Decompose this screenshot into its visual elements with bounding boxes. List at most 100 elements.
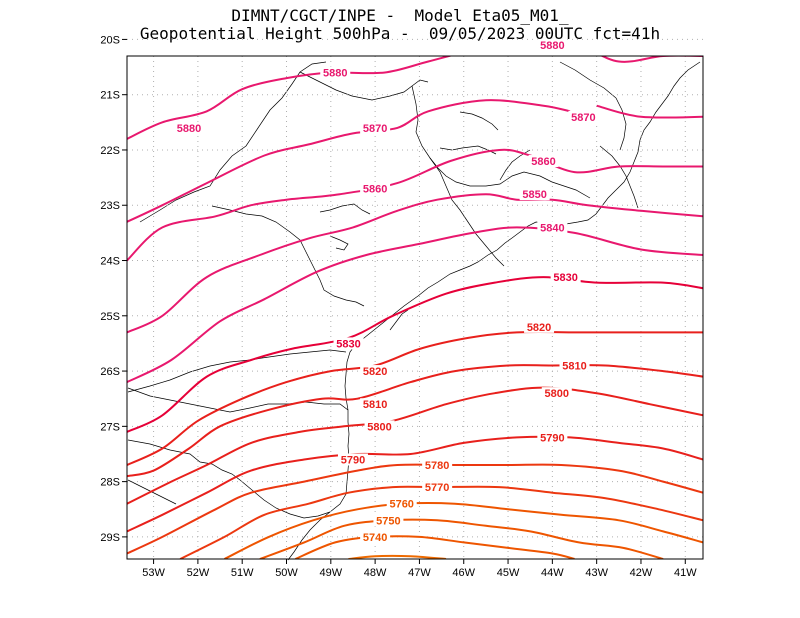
contour-5790 [127,435,703,533]
x-axis-ticks: 53W 52W 51W 50W 49W 48W 47W 46W 45W 44W 43W 42W 41W [142,559,697,579]
y-tick-label: 26S [100,366,120,378]
coastline [287,237,513,561]
contour-label-5740: 5740 [363,532,387,544]
state-border [329,235,349,251]
contour-label-5800: 5800 [545,388,569,400]
contour-label-5860: 5860 [531,156,555,168]
contour-5780 [127,463,703,555]
contour-label-bg [320,66,351,79]
contour-label-bg [537,221,568,234]
x-tick-label: 50W [275,567,298,579]
chart-title-line-2: Geopotential Height 500hPa - 09/05/2023 … [139,24,661,43]
contour-label-5760: 5760 [389,499,413,511]
contour-5880 [127,26,180,45]
x-tick-label: 44W [541,567,564,579]
state-border [299,71,429,101]
contour-5760 [224,502,703,559]
contour-5850 [127,193,703,334]
y-tick-label: 29S [100,532,120,544]
contour-label-bg [519,188,550,201]
y-axis-ticks: 20S 21S 22S 23S 24S 25S 26S 27S 28S 29S [100,34,127,544]
x-tick-label: 52W [187,567,210,579]
state-border [411,85,591,199]
contour-label-5780: 5780 [425,460,449,472]
contour-label-bg [568,110,599,123]
y-tick-label: 28S [100,477,120,489]
contour-label-bg [386,497,417,510]
contour-label-5870: 5870 [363,123,387,135]
y-tick-label: 23S [100,200,120,212]
y-tick-label: 21S [100,90,120,102]
state-border [389,309,409,331]
contour-label-bg [528,155,559,168]
contour-5810 [127,364,703,478]
contour-label-bg [360,365,391,378]
map-frame [126,55,704,560]
contour-label-5830: 5830 [336,338,360,350]
contour-5870 [127,99,571,223]
contour-label-bg [360,182,391,195]
x-tick-label: 47W [408,567,431,579]
contour-label-5860: 5860 [363,184,387,196]
state-border [599,145,639,209]
contour-label-5840: 5840 [540,222,564,234]
x-tick-label: 41W [674,567,697,579]
contour-label-5880: 5880 [177,123,201,135]
contour-label-bg [360,121,391,134]
contour-label-bg [550,271,581,284]
contour-label-5880: 5880 [540,40,564,52]
contour-label-bg [364,420,395,433]
contour-label-5880: 5880 [323,68,347,80]
x-tick-label: 43W [585,567,608,579]
state-border [459,111,499,131]
contour-5740 [295,535,575,559]
chart-title-line-1: DIMNT/CGCT/INPE - Model Eta05_M01_ [231,6,569,25]
state-border [615,97,627,151]
x-tick-label: 53W [142,567,165,579]
contour-label-5800: 5800 [367,421,391,433]
contour-label-bg [537,38,568,51]
state-border [429,157,505,267]
contour-label-5820: 5820 [363,366,387,378]
contour-label-bg [337,453,368,466]
contour-label-bg [524,320,555,333]
contour-label-5810: 5810 [562,361,586,373]
x-tick-label: 46W [452,567,475,579]
contour-label-bg [541,387,572,400]
contour-label-bg [537,431,568,444]
x-tick-label: 49W [320,567,343,579]
contour-5820 [127,331,703,466]
x-tick-label: 48W [364,567,387,579]
contour-5770 [179,485,703,559]
contour-label-bg [559,359,590,372]
contour-5730 [348,554,447,559]
state-border [211,205,365,307]
contour-label-5850: 5850 [522,189,546,201]
coastline-rio [511,61,701,239]
contour-label-bg [360,398,391,411]
contour-label-5810: 5810 [363,399,387,411]
contour-label-5790: 5790 [540,432,564,444]
y-tick-label: 25S [100,311,120,323]
state-border [127,387,349,413]
contour-label-5870: 5870 [571,112,595,124]
contour-label-bg [333,337,364,350]
contour-5870 [596,104,703,119]
contour-label-bg [360,530,391,543]
contour-5860 [127,148,703,262]
contour-label-5820: 5820 [527,322,551,334]
state-border [559,61,617,99]
contour-label-5750: 5750 [376,515,400,527]
x-tick-label: 45W [497,567,520,579]
x-tick-label: 42W [630,567,653,579]
contour-5750 [259,518,664,559]
coastline-and-borders [127,61,701,561]
x-tick-label: 51W [231,567,254,579]
contour-labels: 5880 5880 5880 5870 5870 5860 5860 5850 5840 5830… [174,38,599,544]
contour-label-bg [373,514,404,527]
contour-label-bg [422,481,453,494]
gridlines [127,38,703,559]
contour-label-5770: 5770 [425,482,449,494]
contour-label-bg [174,121,205,134]
